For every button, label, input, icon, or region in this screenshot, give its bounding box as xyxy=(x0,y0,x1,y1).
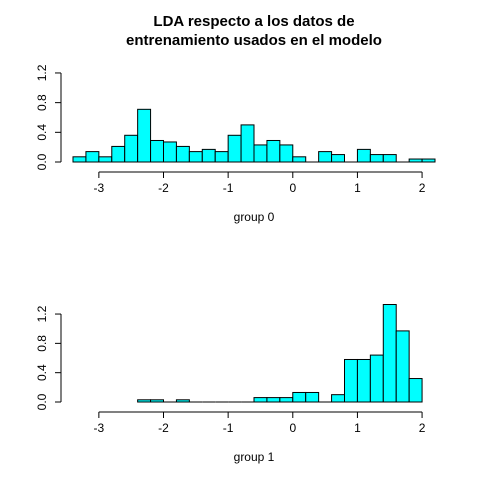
histogram-bar xyxy=(331,154,346,163)
x-axis-tick-label: 0 xyxy=(289,181,296,195)
histogram-bar xyxy=(175,399,190,403)
histogram-panel-group-1: -3 -2 -1 0 1 2 0.0 0.4 0.8 1.2 group 1 xyxy=(35,304,426,464)
y-axis-tick-label: 0.0 xyxy=(35,153,49,170)
histogram-bar xyxy=(382,154,397,163)
x-axis-tick-label: -1 xyxy=(223,421,234,435)
x-axis-tick-label: -2 xyxy=(158,181,169,195)
y-axis-tick-label: 0.8 xyxy=(35,94,49,111)
histogram-bar xyxy=(344,358,358,403)
x-axis-tick-label: 2 xyxy=(419,181,426,195)
histogram-bar xyxy=(356,148,371,163)
histogram-bar xyxy=(137,108,152,163)
histogram-bar xyxy=(292,391,307,403)
histogram-bar xyxy=(395,330,410,403)
chart-title-line-1: LDA respecto a los datos de xyxy=(153,13,354,30)
histogram-bar xyxy=(318,151,333,163)
y-axis-tick-label: 0.4 xyxy=(35,364,49,381)
y-axis-tick-label: 0.4 xyxy=(35,124,49,141)
x-axis-tick-label: 2 xyxy=(419,421,426,435)
x-axis-tick-label: 0 xyxy=(289,421,296,435)
histogram-bar xyxy=(279,144,294,163)
histogram-bar xyxy=(240,124,255,163)
y-axis-tick-label: 0.0 xyxy=(35,393,49,410)
x-axis-tick-label: 1 xyxy=(354,181,361,195)
histogram-bar xyxy=(305,391,320,403)
x-axis-tick-label: -1 xyxy=(223,181,234,195)
y-axis-tick-label: 0.8 xyxy=(35,335,49,352)
x-axis-tick-label: -3 xyxy=(94,181,105,195)
x-axis-label: group 1 xyxy=(234,450,275,464)
histogram-bar xyxy=(137,399,152,403)
x-axis-tick-label: -2 xyxy=(158,421,169,435)
histogram-bar xyxy=(279,397,294,403)
histogram-bar xyxy=(369,154,384,163)
histogram-bar xyxy=(292,156,307,163)
histogram-bar xyxy=(227,134,242,163)
histogram-panel-group-0: -3 -2 -1 0 1 2 0.0 0.4 0.8 1.2 group 0 xyxy=(35,64,436,224)
histogram-bar xyxy=(163,141,177,163)
x-axis-tick-label: -3 xyxy=(94,421,105,435)
y-axis-tick-label: 1.2 xyxy=(35,305,49,322)
x-axis-label: group 0 xyxy=(234,210,275,224)
histogram-bar xyxy=(98,156,113,163)
y-axis-tick-label: 1.2 xyxy=(35,64,49,81)
histogram-bar xyxy=(421,158,436,163)
histogram-bar xyxy=(124,134,139,163)
histogram-bar xyxy=(85,151,100,163)
histogram-bar xyxy=(150,399,164,403)
histogram-bar xyxy=(175,145,190,163)
histogram-bar xyxy=(150,139,164,163)
histogram-bar xyxy=(253,144,268,163)
histogram-bar xyxy=(253,397,268,403)
histogram-bar xyxy=(356,358,371,403)
x-axis-tick-label: 1 xyxy=(354,421,361,435)
histogram-bar xyxy=(201,148,216,163)
histogram-bar xyxy=(214,151,229,163)
histogram-bar xyxy=(111,145,126,163)
histogram-bar xyxy=(331,394,346,403)
histogram-bar xyxy=(408,158,423,163)
histogram-bar xyxy=(382,304,397,403)
histogram-bar xyxy=(369,354,384,403)
histogram-bar xyxy=(188,151,203,163)
histogram-bar xyxy=(266,139,281,163)
histogram-bar xyxy=(408,378,423,403)
chart-title-line-2: entrenamiento usados en el modelo xyxy=(126,32,382,49)
histogram-bar xyxy=(72,156,87,163)
histogram-bar xyxy=(266,397,281,403)
